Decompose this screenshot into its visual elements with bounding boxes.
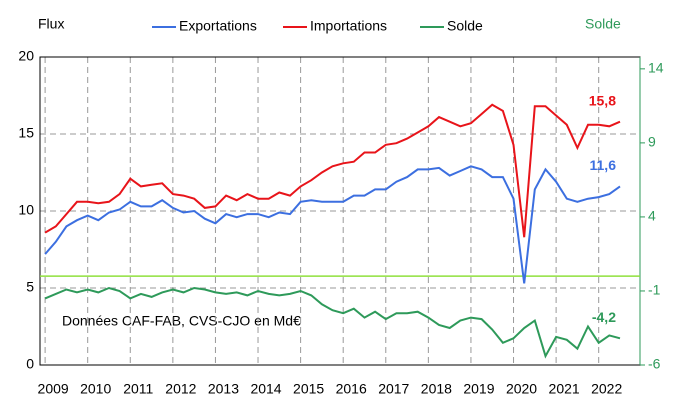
- y2-tick-label: 9: [648, 134, 656, 150]
- x-tick-label: 2019: [463, 381, 494, 397]
- x-tick-label: 2018: [421, 381, 452, 397]
- x-tick-label: 2022: [591, 381, 622, 397]
- series-line: [44, 165, 621, 284]
- x-tick-label: 2015: [293, 381, 324, 397]
- end-label: -4,2: [592, 309, 616, 325]
- y2-tick-label: 4: [648, 208, 656, 224]
- end-label: 11,6: [590, 157, 617, 173]
- x-tick-label: 2012: [165, 381, 196, 397]
- y2-tick-label: -1: [648, 282, 661, 298]
- x-tick-label: 2021: [549, 381, 580, 397]
- y-tick-label: 15: [18, 125, 34, 141]
- y2-tick-label: 14: [648, 60, 664, 76]
- x-tick-label: 2013: [208, 381, 239, 397]
- y2-tick-label: -6: [648, 356, 661, 372]
- y-tick-label: 0: [26, 356, 34, 372]
- legend-label: Solde: [447, 18, 483, 34]
- x-tick-label: 2010: [80, 381, 111, 397]
- x-tick-label: 2016: [336, 381, 367, 397]
- annotation: Données CAF-FAB, CVS-CJO en Md€: [62, 313, 301, 329]
- series-line: [44, 286, 621, 359]
- y-tick-label: 5: [26, 279, 34, 295]
- legend-label: Importations: [310, 18, 387, 34]
- x-tick-label: 2011: [123, 381, 153, 397]
- end-label: 15,8: [589, 92, 616, 108]
- x-tick-label: 2009: [38, 381, 69, 397]
- x-tick-label: 2014: [250, 381, 281, 397]
- y-tick-label: 20: [18, 48, 34, 64]
- y2-axis-label: Solde: [585, 16, 621, 32]
- y-axis-label: Flux: [38, 16, 64, 32]
- x-tick-label: 2017: [378, 381, 409, 397]
- series-line: [44, 103, 621, 238]
- legend-label: Exportations: [179, 18, 257, 34]
- x-tick-label: 2020: [506, 381, 537, 397]
- y-tick-label: 10: [18, 202, 34, 218]
